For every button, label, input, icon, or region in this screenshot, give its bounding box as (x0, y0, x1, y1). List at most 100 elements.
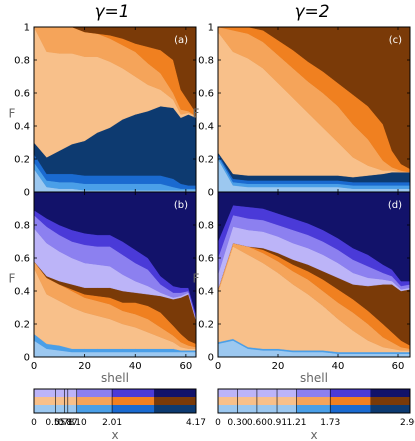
colorbar-cell (55, 397, 65, 406)
colorbar-cell (67, 389, 78, 398)
colorbar-tick-label: 0.30 (227, 418, 247, 428)
colorbar-frame (33, 388, 197, 414)
colorbar-cell (112, 389, 155, 398)
colorbar-cell (67, 405, 78, 414)
colorbar-cell (237, 397, 258, 406)
panel-label: (d) (388, 200, 402, 211)
y-tick-label: 1 (208, 23, 214, 34)
x-tick-label: 40 (129, 361, 142, 372)
colorbar-cell (256, 405, 278, 414)
y-tick-label: 0 (208, 188, 214, 199)
panel-label: (a) (174, 35, 188, 46)
y-tick-label: 0.8 (198, 221, 214, 232)
area-series-8 (218, 27, 410, 170)
colorbar-cell (370, 397, 411, 406)
area-series-10 (34, 192, 196, 315)
y-axis-label: F (9, 107, 16, 121)
colorbar-cell (370, 405, 411, 414)
y-tick-label: 0.2 (14, 320, 30, 331)
plot-frame (217, 191, 411, 358)
panel-label: (c) (389, 35, 402, 46)
x-tick-label: 20 (272, 361, 285, 372)
column-title: γ=1 (94, 2, 129, 22)
colorbar-tick-label: 2.01 (102, 418, 122, 428)
colorbar-cell (67, 397, 78, 406)
colorbar-cell (34, 389, 56, 398)
y-axis-label: F (193, 272, 200, 286)
colorbar-cell (76, 397, 113, 406)
colorbar-cell (256, 389, 278, 398)
colorbar-tick-label: 1.21 (286, 418, 306, 428)
colorbar-cell (64, 405, 69, 414)
colorbar-cell (218, 389, 238, 398)
colorbar-cell (237, 389, 258, 398)
colorbar-cell (64, 397, 69, 406)
colorbar-tick-label: 0.78 (54, 418, 74, 428)
x-tick-label: 60 (392, 361, 405, 372)
colorbar-cell (330, 397, 371, 406)
colorbar-tick-label: 0.91 (267, 418, 287, 428)
colorbar-tick-label: 1.10 (67, 418, 87, 428)
y-tick-label: 0 (24, 188, 30, 199)
colorbar-cell (277, 389, 297, 398)
colorbar-tick-label: 2.96 (400, 418, 415, 428)
y-tick-label: 0.6 (14, 254, 30, 265)
plot-frame (33, 191, 197, 358)
colorbar-cell (76, 405, 113, 414)
x-tick-label: 0 (31, 361, 37, 372)
colorbar-frame (217, 388, 411, 414)
x-tick-label: 40 (332, 361, 345, 372)
colorbar-cell (154, 397, 197, 406)
colorbar-cell (330, 405, 371, 414)
colorbar-cell (330, 389, 371, 398)
x-tick-label: 60 (180, 361, 193, 372)
x-axis-label: shell (300, 371, 328, 385)
y-tick-label: 0.8 (198, 56, 214, 67)
y-tick-label: 0.8 (14, 56, 30, 67)
y-tick-label: 0.4 (14, 287, 30, 298)
colorbar-cell (154, 405, 197, 414)
plot-area (218, 192, 410, 357)
x-tick-label: 20 (78, 361, 91, 372)
y-tick-label: 0 (208, 353, 214, 364)
colorbar-axis-label: x (111, 428, 118, 441)
colorbar-cell (296, 397, 331, 406)
colorbar-cell (296, 389, 331, 398)
colorbar-cell (55, 405, 65, 414)
colorbar-cell (218, 397, 238, 406)
y-tick-label: 0.4 (14, 122, 30, 133)
y-tick-label: 0.4 (198, 287, 214, 298)
colorbar-cell (64, 389, 69, 398)
x-axis-label: shell (101, 371, 129, 385)
y-tick-label: 0 (24, 353, 30, 364)
column-title: γ=2 (294, 2, 329, 22)
x-tick-label: 0 (215, 361, 221, 372)
colorbar-tick-label: 0.60 (247, 418, 267, 428)
colorbar-tick-label: 0.55 (45, 418, 65, 428)
y-axis-label: F (9, 272, 16, 286)
colorbar-cell (34, 397, 56, 406)
colorbar-cell (55, 389, 65, 398)
colorbar-cell (218, 405, 238, 414)
y-tick-label: 0.2 (198, 320, 214, 331)
colorbar-cell (277, 405, 297, 414)
y-tick-label: 0.6 (198, 254, 214, 265)
colorbar-cell (370, 389, 411, 398)
panel-label: (b) (174, 200, 188, 211)
y-tick-label: 0.2 (198, 155, 214, 166)
colorbar-cell (112, 397, 155, 406)
colorbar-cell (256, 397, 278, 406)
colorbar-axis-label: x (310, 428, 317, 441)
plot-area (218, 27, 410, 192)
area-series-10 (218, 192, 410, 282)
colorbar-cell (112, 405, 155, 414)
y-tick-label: 0.6 (14, 89, 30, 100)
colorbar-cell (34, 405, 56, 414)
y-tick-label: 0.8 (14, 221, 30, 232)
plot-area (34, 192, 196, 357)
colorbar-cell (237, 405, 258, 414)
y-tick-label: 0.4 (198, 122, 214, 133)
area-series-8 (34, 27, 196, 114)
colorbar-cell (76, 389, 113, 398)
